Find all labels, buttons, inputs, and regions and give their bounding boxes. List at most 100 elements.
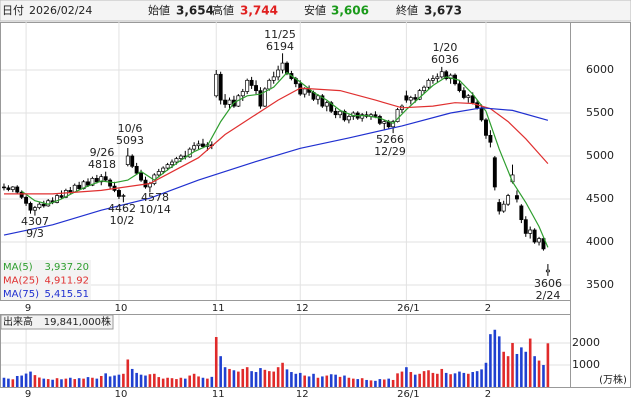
x-tick-label: 26/1 [397, 303, 419, 314]
legend-name: MA(5) [3, 262, 33, 273]
y-tick-label: 4000 [586, 235, 614, 248]
y-tick-label: 6000 [586, 63, 614, 76]
volume-bar [223, 367, 227, 387]
annotation: 6194 [266, 40, 294, 53]
candle-body [417, 90, 422, 100]
close: 3,673 [424, 4, 462, 18]
volume-bar [537, 360, 541, 387]
volume-bar [161, 378, 165, 387]
volume-bar [294, 373, 298, 387]
candle-body [245, 79, 250, 92]
candle-body [267, 79, 272, 90]
candle-body [506, 195, 511, 205]
candle-body [435, 76, 440, 79]
candle-body [218, 73, 223, 101]
volume-bar [405, 367, 408, 387]
annotation: 4818 [88, 158, 116, 171]
volume-bar [316, 377, 320, 387]
candle-body [430, 78, 435, 81]
volume-bar [312, 373, 315, 387]
candle-body [254, 85, 258, 91]
candle-body [280, 62, 285, 71]
volume-bar [210, 376, 214, 387]
y-tick-label: 5000 [586, 149, 614, 162]
volume-bar [254, 372, 258, 387]
x-tick-label: 26/1 [397, 389, 419, 400]
volume-label-box [0, 314, 114, 330]
candle-body [342, 110, 347, 121]
volume-bar [387, 378, 390, 387]
candle-body [413, 97, 418, 100]
candle-body [408, 97, 413, 101]
candle-body [276, 69, 281, 78]
volume-bar [307, 376, 311, 387]
volume-bar [268, 371, 271, 387]
volume-bar [206, 378, 209, 387]
annotation: 4307 [21, 215, 49, 228]
annotation: 5093 [116, 134, 144, 147]
x-tick-label: 9 [25, 389, 31, 400]
candle-body [223, 99, 228, 105]
ma-line [4, 87, 549, 195]
volume-bar [170, 378, 174, 387]
candle-body [382, 121, 387, 124]
ma-line [3, 107, 549, 236]
volume-bar [528, 338, 532, 387]
candle-body [258, 90, 263, 107]
volume-bar [130, 368, 134, 387]
x-tick-label: 2 [485, 389, 491, 400]
volume-bar [15, 375, 19, 387]
volume-bar [546, 343, 550, 387]
candle-body [134, 165, 139, 174]
candle-body [174, 158, 179, 163]
volume-bar [444, 372, 448, 387]
high: 3,744 [240, 4, 278, 18]
candle-body [333, 110, 338, 116]
volume-bar [360, 378, 364, 387]
candle-body [24, 196, 29, 204]
annotation: 9/3 [26, 227, 44, 240]
volume-bar [135, 372, 138, 387]
annotation: 6036 [431, 53, 459, 66]
candle-body [68, 190, 73, 193]
high-label: 高値 [212, 3, 234, 17]
volume-bar [126, 359, 130, 387]
candle-body [484, 119, 488, 136]
candle-body [28, 202, 33, 211]
volume-bar [391, 379, 395, 387]
volume-bar [91, 377, 94, 387]
volume-bar [533, 356, 536, 387]
annotation: 2/24 [536, 289, 561, 302]
candle-body [77, 184, 82, 190]
volume-bar [179, 377, 183, 387]
annotation: 10/6 [118, 122, 143, 135]
volume-bar [139, 374, 143, 387]
volume-bar [356, 379, 360, 387]
candle-body [178, 155, 183, 159]
volume-bar [263, 369, 267, 387]
x-tick-label: 11 [212, 389, 225, 400]
volume-total: 19,841,000株 [44, 315, 111, 328]
volume-bar [418, 373, 421, 387]
y-tick-label: 1000 [572, 358, 600, 371]
volume-bar [2, 377, 6, 387]
volume-bar [396, 373, 399, 387]
volume-bar [321, 376, 324, 387]
volume-bar [515, 353, 519, 387]
volume-bar [250, 371, 253, 387]
candle-body [99, 176, 104, 183]
candle-body [41, 203, 46, 207]
volume-bar [484, 362, 488, 387]
y-tick-label: 3500 [586, 278, 614, 291]
volume-bar [259, 368, 262, 387]
volume-bar [183, 378, 187, 387]
volume-bar [144, 375, 147, 387]
volume-bar [365, 379, 368, 387]
volume-bar [82, 378, 85, 387]
legend-value: 3,937.20 [44, 262, 89, 273]
volume-bar [214, 337, 218, 387]
candle-body [214, 73, 219, 97]
candle-body [108, 179, 113, 187]
candle-body [161, 167, 166, 172]
